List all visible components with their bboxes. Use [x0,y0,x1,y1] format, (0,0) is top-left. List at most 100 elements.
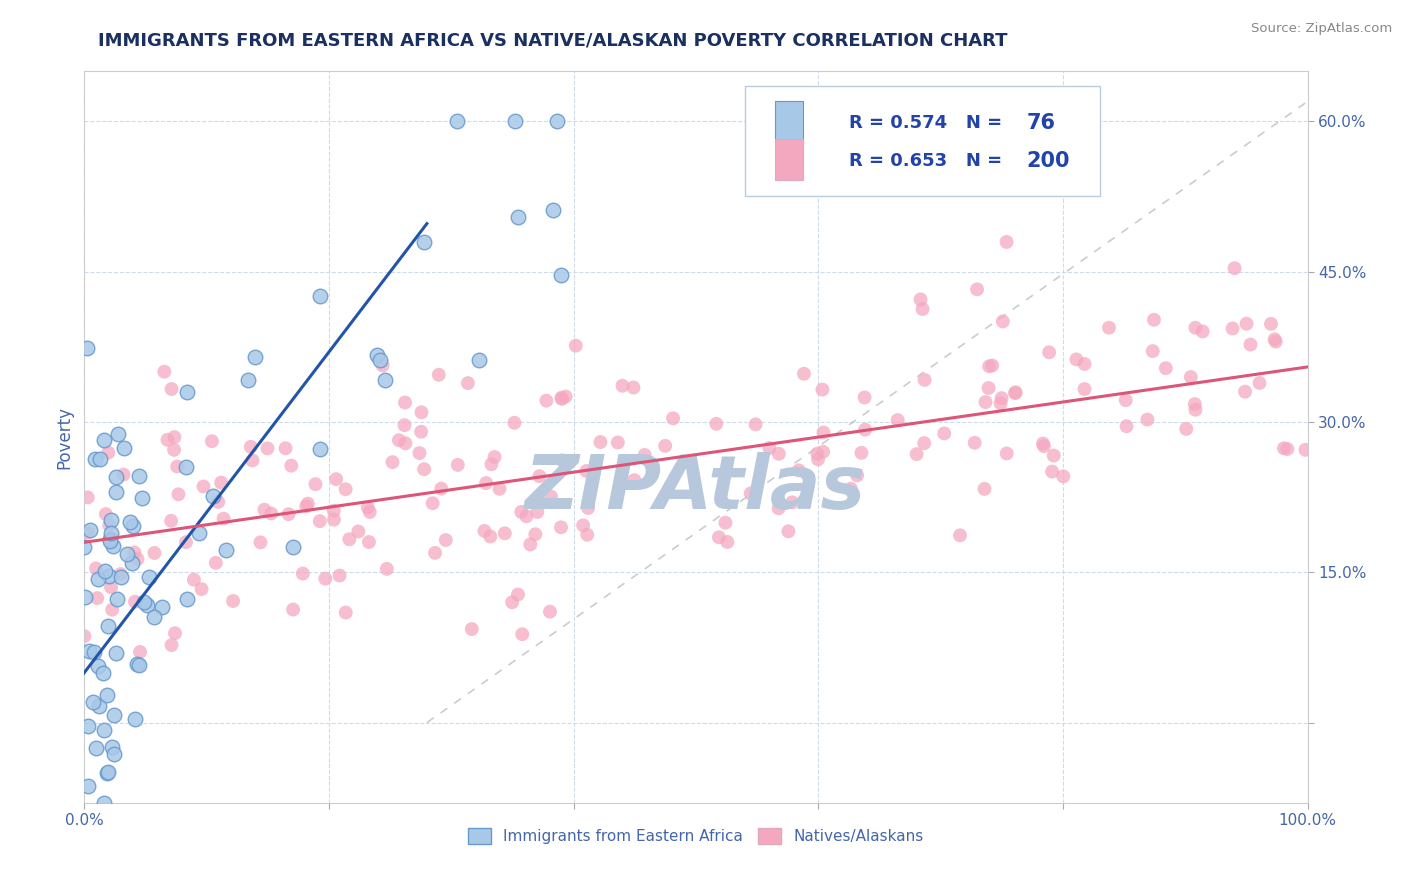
Point [325,472,347,486]
Point [160,514,183,528]
Point [103,539,125,553]
Point [295,500,318,514]
Point [150,600,173,615]
Point [468,353,491,368]
Point [853,423,876,437]
Point [973,482,995,496]
Point [394,436,416,450]
Point [143,546,166,560]
Point [979,359,1001,374]
Point [87,572,110,586]
Point [550,391,572,405]
Point [1272,442,1295,456]
Point [576,527,599,541]
Point [98,569,121,583]
Point [1264,332,1286,346]
Point [156,433,179,447]
Point [167,487,190,501]
Point [100,580,122,594]
Point [107,427,129,442]
Point [101,602,124,616]
Point [447,458,470,472]
Point [110,570,132,584]
Point [575,464,598,478]
Point [413,462,436,476]
Point [394,395,416,409]
Point [515,509,537,524]
Point [253,502,276,516]
Point [768,447,790,461]
Point [1154,361,1177,376]
Point [995,235,1018,249]
Point [550,520,572,534]
Point [323,513,346,527]
Point [1249,376,1271,390]
Point [84,561,107,575]
Point [347,524,370,539]
Bar [776,101,803,141]
Point [190,582,212,596]
Point [853,391,876,405]
Point [457,376,479,390]
Point [1264,334,1286,349]
Point [474,524,496,538]
Point [510,505,533,519]
Point [714,516,737,530]
Point [1098,320,1121,334]
Point [411,425,433,439]
Point [793,367,815,381]
Text: IMMIGRANTS FROM EASTERN AFRICA VS NATIVE/ALASKAN POVERTY CORRELATION CHART: IMMIGRANTS FROM EASTERN AFRICA VS NATIVE… [98,31,1008,49]
Point [811,444,834,458]
Point [375,562,398,576]
Point [94,507,117,521]
Point [524,527,547,541]
Point [806,447,828,461]
Y-axis label: Poverty: Poverty [55,406,73,468]
Point [277,507,299,521]
Point [322,504,344,518]
Point [329,568,352,582]
Point [112,467,135,482]
Point [519,537,541,551]
Text: R = 0.574   N =: R = 0.574 N = [849,113,1008,131]
Point [413,235,436,249]
Point [281,540,304,554]
Point [623,473,645,487]
Point [87,699,110,714]
Point [124,712,146,726]
Point [84,741,107,756]
Point [484,450,506,464]
Point [974,395,997,409]
Point [787,463,810,477]
Point [654,439,676,453]
Point [371,359,394,373]
Point [105,470,128,484]
Point [100,513,122,527]
Point [1040,465,1063,479]
Point [1184,402,1206,417]
Point [612,378,634,392]
Point [529,469,551,483]
Point [540,490,562,504]
Point [176,385,198,400]
Point [357,500,380,515]
Point [851,446,873,460]
Point [297,497,319,511]
Point [160,638,183,652]
Point [176,592,198,607]
Point [138,570,160,584]
Point [1073,357,1095,371]
Point [76,525,98,540]
Point [207,495,229,509]
Point [256,442,278,456]
Point [846,468,869,483]
Point [212,511,235,525]
Point [236,373,259,387]
Point [127,552,149,566]
Point [242,453,264,467]
FancyBboxPatch shape [745,86,1099,195]
Point [1115,419,1137,434]
Text: R = 0.653   N =: R = 0.653 N = [849,153,1008,170]
Point [83,452,105,467]
Point [506,211,529,225]
